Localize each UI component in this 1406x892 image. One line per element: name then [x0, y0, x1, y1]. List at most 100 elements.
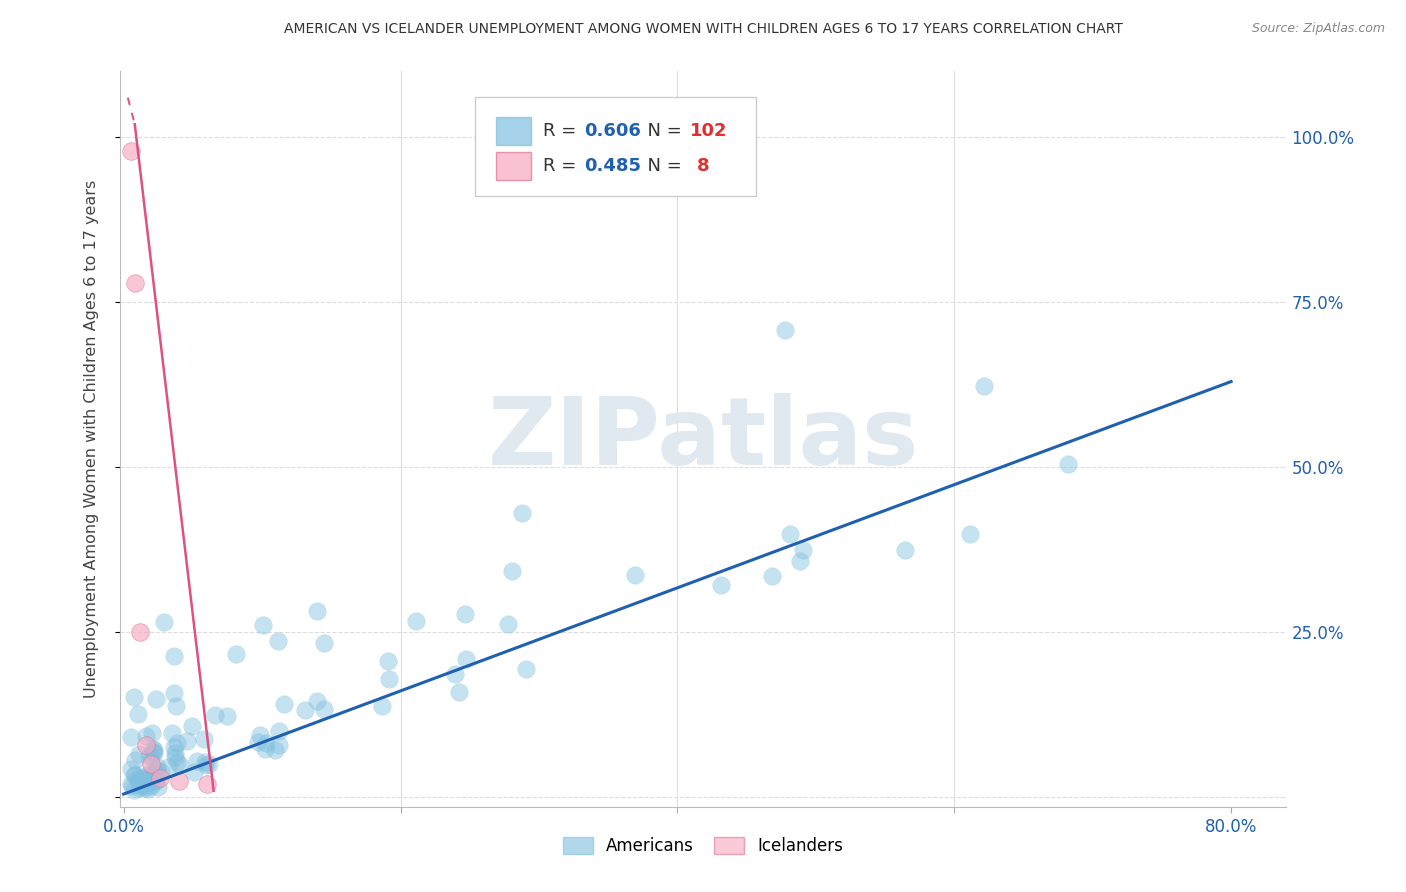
Point [217, 709, 239, 723]
Point [145, 772, 167, 787]
Point [454, 652, 477, 666]
Point [121, 780, 143, 794]
Point [162, 686, 184, 700]
Text: ZIPatlas: ZIPatlas [488, 393, 918, 485]
Point [143, 743, 166, 757]
Point [152, 615, 174, 630]
Point [501, 564, 523, 578]
Point [163, 649, 186, 664]
Point [145, 760, 167, 774]
Point [165, 698, 187, 713]
Point [141, 773, 163, 788]
Point [624, 568, 647, 582]
Point [149, 771, 172, 785]
Point [132, 772, 155, 786]
FancyBboxPatch shape [496, 153, 531, 180]
Point [371, 699, 394, 714]
Point [145, 692, 167, 706]
Point [138, 748, 160, 763]
Point [510, 506, 533, 520]
Point [163, 746, 186, 760]
Point [124, 768, 146, 782]
Point [252, 618, 274, 632]
Point [127, 707, 149, 722]
Point [267, 634, 290, 648]
Point [180, 719, 202, 733]
Point [1057, 457, 1080, 471]
Point [264, 743, 287, 757]
Point [377, 654, 399, 668]
Point [124, 276, 146, 290]
Point [204, 707, 226, 722]
Text: R =: R = [543, 157, 582, 176]
Point [128, 780, 150, 795]
Point [775, 323, 797, 337]
Point [146, 763, 169, 777]
Point [120, 730, 142, 744]
Point [129, 625, 152, 640]
Point [312, 702, 335, 716]
Point [166, 755, 188, 769]
Point [120, 144, 142, 158]
Point [124, 768, 146, 782]
Point [166, 736, 188, 750]
Point [128, 778, 150, 792]
Point [139, 766, 162, 780]
Point [894, 542, 917, 557]
Text: 0.485: 0.485 [583, 157, 641, 176]
Point [124, 753, 146, 767]
Point [710, 578, 733, 592]
Point [253, 742, 276, 756]
Point [515, 662, 537, 676]
Point [247, 734, 270, 748]
Point [307, 694, 329, 708]
Point [145, 774, 167, 789]
Point [122, 690, 145, 705]
Point [761, 569, 783, 583]
Point [498, 617, 520, 632]
Point [143, 765, 166, 780]
Point [167, 773, 190, 788]
Point [163, 750, 186, 764]
Point [195, 777, 218, 791]
Point [134, 769, 156, 783]
Point [156, 759, 179, 773]
Point [273, 697, 295, 711]
Point [959, 527, 981, 541]
Text: N =: N = [637, 157, 688, 176]
Point [142, 746, 165, 760]
Point [405, 614, 427, 628]
Text: 102: 102 [690, 122, 728, 140]
Point [120, 762, 142, 776]
Point [139, 748, 162, 763]
Point [128, 747, 150, 761]
Legend: Americans, Icelanders: Americans, Icelanders [557, 830, 849, 862]
Point [779, 527, 801, 541]
Text: 8: 8 [697, 157, 710, 176]
Point [132, 779, 155, 793]
Point [169, 757, 191, 772]
Point [120, 777, 142, 791]
Point [142, 742, 165, 756]
Point [135, 729, 157, 743]
Point [163, 740, 186, 755]
Point [139, 780, 162, 794]
Point [136, 782, 159, 797]
Point [176, 733, 198, 747]
Point [254, 736, 277, 750]
Point [127, 772, 149, 787]
Text: R =: R = [543, 122, 582, 140]
Point [269, 724, 291, 739]
Point [789, 554, 811, 568]
Point [194, 756, 217, 770]
Point [249, 728, 271, 742]
Point [150, 764, 173, 779]
Text: 0.606: 0.606 [583, 122, 641, 140]
Point [128, 771, 150, 785]
Point [447, 684, 470, 698]
Point [183, 765, 205, 780]
Text: AMERICAN VS ICELANDER UNEMPLOYMENT AMONG WOMEN WITH CHILDREN AGES 6 TO 17 YEARS : AMERICAN VS ICELANDER UNEMPLOYMENT AMONG… [284, 22, 1122, 37]
Point [160, 726, 183, 740]
FancyBboxPatch shape [496, 117, 531, 145]
Point [225, 647, 247, 661]
